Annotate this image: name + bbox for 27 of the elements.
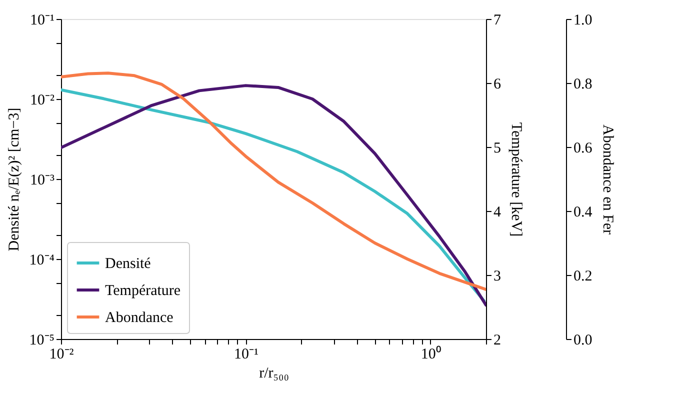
y-tick-label: 10⁻¹ <box>30 12 54 28</box>
y-axis-title: Densité nₑ/E(z)² [cm−3] <box>6 108 22 252</box>
y2-tick-label: 4 <box>494 204 502 220</box>
y-tick-label: 10⁻³ <box>30 172 55 188</box>
legend-label: Température <box>105 283 181 299</box>
y-tick-label: 10⁻² <box>30 92 55 108</box>
y2-tick-label: 2 <box>494 332 501 348</box>
y2-tick-label: 3 <box>494 268 501 284</box>
y-tick-label: 10⁻⁵ <box>29 332 54 348</box>
y2-axis-title: Température [keV] <box>508 122 524 237</box>
y2-tick-label: 6 <box>494 76 502 92</box>
legend-label: Abondance <box>105 310 174 326</box>
y3-axis-title: Abondance en Fer <box>599 124 616 234</box>
y3-tick-label: 0.4 <box>574 204 593 220</box>
y3-tick-label: 0.6 <box>574 140 593 156</box>
x-tick-label: 10⁻¹ <box>234 346 258 362</box>
y2-tick-label: 7 <box>494 12 502 28</box>
y3-tick-label: 1.0 <box>574 12 592 28</box>
y3-tick-label: 0.2 <box>574 268 592 284</box>
y3-tick-label: 0.8 <box>574 76 592 92</box>
y2-tick-label: 5 <box>494 140 501 156</box>
y3-tick-label: 0.0 <box>574 332 592 348</box>
y-tick-label: 10⁻⁴ <box>29 252 54 268</box>
x-axis-title: r/r₅₀₀ <box>259 366 289 382</box>
legend-label: Densité <box>105 256 152 272</box>
x-tick-label: 10⁻² <box>49 346 74 362</box>
x-tick-label: 10⁰ <box>420 346 441 362</box>
